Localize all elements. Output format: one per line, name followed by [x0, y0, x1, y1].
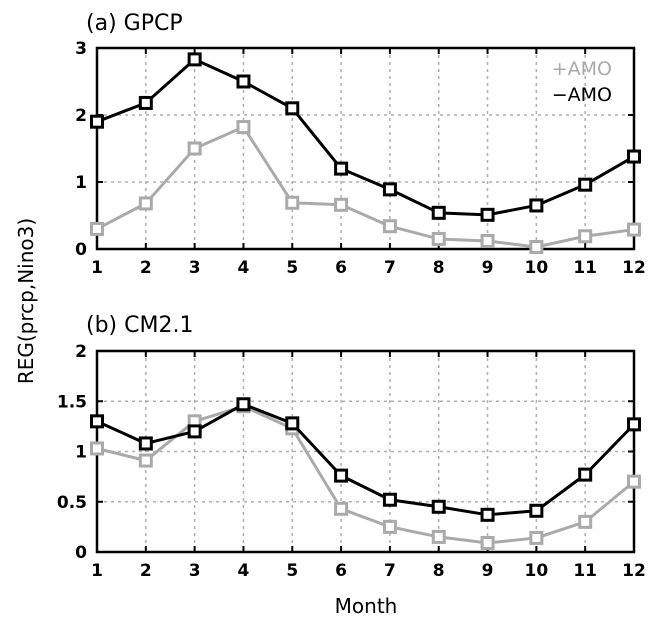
data-point-plus-amo [90, 441, 104, 456]
x-tick-label: 11 [573, 561, 597, 581]
data-point-minus-amo [285, 101, 300, 116]
data-point-minus-amo [236, 397, 251, 412]
data-point-minus-amo [529, 503, 544, 518]
x-tick-label: 11 [573, 258, 597, 278]
data-point-minus-amo [382, 492, 397, 507]
x-tick-label: 8 [433, 561, 445, 581]
data-point-plus-amo [138, 453, 153, 468]
data-point-minus-amo [431, 205, 446, 220]
panel-title: (b) CM2.1 [86, 313, 193, 338]
data-point-plus-amo [382, 219, 397, 234]
x-tick-label: 1 [91, 258, 103, 278]
series-line-plus-amo [96, 404, 635, 545]
data-point-minus-amo [90, 414, 104, 429]
data-point-minus-amo [431, 499, 446, 514]
data-point-plus-amo [138, 196, 153, 211]
x-tick-label: 2 [140, 561, 152, 581]
x-tick-label: 6 [335, 561, 347, 581]
x-tick-label: 9 [482, 258, 494, 278]
y-tick-label: 0 [75, 543, 87, 563]
legend-entry: −AMO [552, 84, 612, 106]
data-point-minus-amo [480, 507, 495, 522]
plot-frame [95, 46, 636, 251]
x-tick-label: 9 [482, 561, 494, 581]
data-point-minus-amo [529, 198, 544, 213]
data-point-plus-amo [627, 222, 641, 237]
x-tick-label: 2 [140, 258, 152, 278]
x-axis-label: Month [335, 594, 398, 618]
data-point-plus-amo [382, 519, 397, 534]
x-tick-label: 4 [238, 258, 250, 278]
x-tick-label: 10 [525, 258, 549, 278]
y-axis-label: REG(prcp,Nino3) [14, 218, 38, 384]
data-point-plus-amo [627, 474, 641, 489]
data-point-plus-amo [529, 530, 544, 545]
data-point-plus-amo [431, 231, 446, 246]
data-point-minus-amo [334, 161, 349, 176]
data-point-plus-amo [431, 529, 446, 544]
y-tick-label: 3 [75, 39, 87, 59]
data-point-plus-amo [578, 514, 593, 529]
series-line-minus-amo [96, 402, 636, 517]
y-tick-label: 1 [75, 173, 87, 193]
x-tick-label: 5 [286, 561, 298, 581]
data-point-minus-amo [187, 424, 202, 439]
x-tick-label: 1 [91, 561, 103, 581]
data-point-plus-amo [187, 141, 202, 156]
x-tick-label: 8 [433, 258, 445, 278]
x-tick-label: 6 [335, 258, 347, 278]
data-point-minus-amo [90, 114, 104, 129]
data-point-minus-amo [187, 52, 202, 67]
data-point-plus-amo [90, 221, 104, 236]
x-tick-label: 7 [384, 561, 396, 581]
data-point-minus-amo [627, 149, 641, 164]
data-point-plus-amo [285, 195, 300, 210]
data-point-minus-amo [382, 182, 397, 197]
y-tick-label: 2 [75, 106, 87, 126]
data-point-plus-amo [480, 535, 495, 550]
x-tick-label: 7 [384, 258, 396, 278]
data-point-minus-amo [236, 74, 251, 89]
legend-entry: +AMO [552, 58, 612, 80]
y-tick-label: 0.5 [57, 493, 87, 513]
y-tick-label: 1.5 [57, 392, 87, 412]
x-tick-label: 4 [238, 561, 250, 581]
series-line-minus-amo [96, 57, 635, 217]
x-tick-label: 5 [286, 258, 298, 278]
data-point-plus-amo [529, 239, 544, 254]
x-tick-label: 12 [622, 258, 646, 278]
data-point-minus-amo [334, 468, 349, 483]
series-line-plus-amo [96, 125, 635, 249]
data-point-minus-amo [138, 95, 153, 110]
data-point-minus-amo [138, 436, 153, 451]
y-tick-label: 0 [75, 240, 87, 260]
data-point-minus-amo [578, 467, 593, 482]
data-point-plus-amo [236, 120, 251, 135]
y-tick-label: 2 [75, 342, 87, 362]
data-point-minus-amo [627, 417, 641, 432]
data-point-minus-amo [285, 416, 300, 431]
x-tick-label: 10 [525, 561, 549, 581]
data-point-minus-amo [480, 207, 495, 222]
y-tick-label: 1 [75, 443, 87, 463]
panel-title: (a) GPCP [86, 11, 183, 36]
data-point-plus-amo [334, 197, 349, 212]
data-point-plus-amo [334, 501, 349, 516]
x-tick-label: 3 [189, 561, 201, 581]
data-point-plus-amo [480, 233, 495, 248]
data-point-plus-amo [578, 229, 593, 244]
data-point-minus-amo [578, 177, 593, 192]
x-tick-label: 12 [622, 561, 646, 581]
x-tick-label: 3 [189, 258, 201, 278]
